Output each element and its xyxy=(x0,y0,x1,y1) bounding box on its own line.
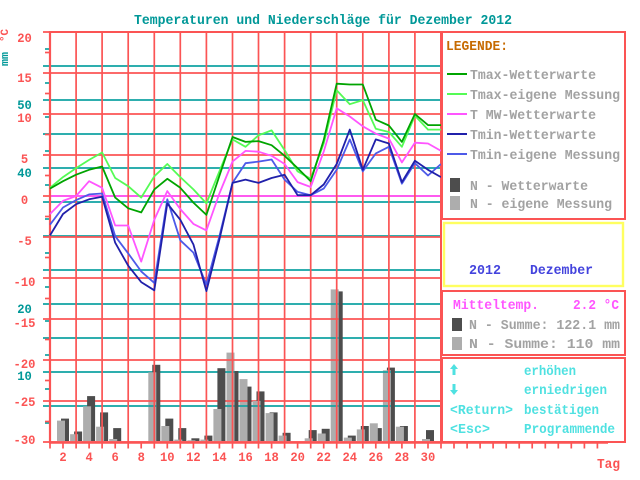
svg-text:N - eigene Messung: N - eigene Messung xyxy=(470,197,612,213)
svg-text:-5: -5 xyxy=(17,234,32,249)
svg-text:8: 8 xyxy=(138,450,145,465)
svg-text:LEGENDE:: LEGENDE: xyxy=(446,39,508,55)
svg-text:N - Wetterwarte: N - Wetterwarte xyxy=(470,179,588,195)
svg-text:2.2 °C: 2.2 °C xyxy=(573,298,620,314)
svg-text:16: 16 xyxy=(238,450,253,465)
svg-text:°C: °C xyxy=(0,29,12,42)
svg-text:18: 18 xyxy=(264,450,279,465)
svg-text:N - Summe: 110 mm: N - Summe: 110 mm xyxy=(469,337,620,353)
svg-text:14: 14 xyxy=(212,450,227,465)
svg-text:20: 20 xyxy=(17,302,32,317)
svg-text:erniedrigen: erniedrigen xyxy=(524,383,607,399)
svg-text:Programmende: Programmende xyxy=(524,422,615,438)
svg-text:10: 10 xyxy=(17,369,32,384)
svg-text:-25: -25 xyxy=(14,395,36,410)
svg-text:2: 2 xyxy=(59,450,66,465)
svg-text:Tag: Tag xyxy=(597,457,620,473)
svg-text:Mitteltemp.: Mitteltemp. xyxy=(453,298,539,314)
svg-text:20: 20 xyxy=(290,450,305,465)
svg-text:20: 20 xyxy=(17,31,32,46)
svg-text:15: 15 xyxy=(17,71,32,86)
svg-text:-20: -20 xyxy=(14,357,36,372)
svg-text:N - Summe: 122.1 mm: N - Summe: 122.1 mm xyxy=(469,318,620,334)
svg-text:26: 26 xyxy=(369,450,384,465)
svg-text:mm: mm xyxy=(0,52,12,66)
svg-text:12: 12 xyxy=(186,450,201,465)
svg-text:2012: 2012 xyxy=(469,263,501,279)
svg-text:-15: -15 xyxy=(14,316,36,331)
svg-text:10: 10 xyxy=(160,450,175,465)
svg-text:0: 0 xyxy=(21,193,28,208)
svg-text:Tmax-eigene Messung: Tmax-eigene Messung xyxy=(470,88,620,104)
svg-text:28: 28 xyxy=(395,450,410,465)
svg-text:40: 40 xyxy=(17,166,32,181)
svg-text:6: 6 xyxy=(112,450,119,465)
svg-text:Tmax-Wetterwarte: Tmax-Wetterwarte xyxy=(470,68,596,84)
svg-text:4: 4 xyxy=(85,450,92,465)
svg-text:-10: -10 xyxy=(14,275,36,290)
svg-text:30: 30 xyxy=(421,450,436,465)
svg-text:<Esc>: <Esc> xyxy=(450,422,490,438)
svg-text:-30: -30 xyxy=(14,433,36,448)
svg-text:<Return>: <Return> xyxy=(450,403,513,419)
svg-text:Tmin-eigene Messung: Tmin-eigene Messung xyxy=(470,148,620,164)
svg-text:erhöhen: erhöhen xyxy=(524,364,576,380)
svg-text:24: 24 xyxy=(342,450,357,465)
svg-text:5: 5 xyxy=(21,152,28,167)
svg-text:10: 10 xyxy=(17,111,32,126)
svg-text:50: 50 xyxy=(17,98,32,113)
svg-text:T MW-Wetterwarte: T MW-Wetterwarte xyxy=(470,108,596,124)
svg-text:Temperaturen und Niederschläge: Temperaturen und Niederschläge für Dezem… xyxy=(134,13,512,29)
svg-text:bestätigen: bestätigen xyxy=(524,403,599,419)
svg-text:Tmin-Wetterwarte: Tmin-Wetterwarte xyxy=(470,128,596,144)
svg-text:Dezember: Dezember xyxy=(530,263,593,279)
svg-text:22: 22 xyxy=(316,450,331,465)
